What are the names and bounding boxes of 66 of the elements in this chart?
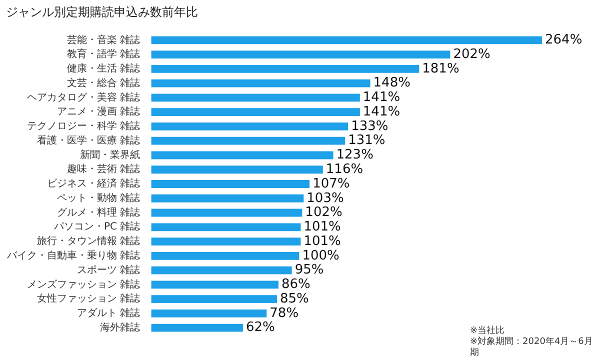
bar xyxy=(151,223,301,232)
data-label: 181% xyxy=(422,61,460,76)
bar xyxy=(151,252,300,260)
bar xyxy=(151,180,310,188)
data-label: 101% xyxy=(304,234,341,249)
data-label: 131% xyxy=(348,133,386,148)
bar xyxy=(151,208,302,217)
data-label: 123% xyxy=(336,148,374,163)
data-label: 78% xyxy=(270,306,299,321)
text: ※対象期間：2020年4月～6月期 xyxy=(470,337,594,359)
y-tick-label: パソコン・PC 雑誌 xyxy=(52,220,140,233)
y-tick-label: 健康・生活 雑誌 xyxy=(66,62,140,75)
bar xyxy=(151,122,348,130)
bar xyxy=(151,50,450,59)
y-tick-label: 女性ファッション 雑誌 xyxy=(36,292,140,305)
chart-title: ジャンル別定期購読申込み数前年比 xyxy=(6,4,198,21)
y-tick-label: 新聞・業界紙 xyxy=(80,148,140,161)
bar xyxy=(151,238,301,246)
data-label: 107% xyxy=(312,176,350,192)
y-tick-label: 趣味・芸術 雑誌 xyxy=(66,163,140,176)
data-label: 116% xyxy=(326,162,364,177)
bar xyxy=(151,309,267,318)
data-label: 86% xyxy=(281,277,310,292)
data-label: 264% xyxy=(545,32,582,48)
y-tick-label: 海外雑誌 xyxy=(100,321,140,334)
y-tick-label: 教育・語学 雑誌 xyxy=(66,48,140,60)
y-tick-label: テクノロジー・科学 雑誌 xyxy=(26,120,140,132)
bar xyxy=(151,108,360,116)
y-tick-label: アダルト 雑誌 xyxy=(76,307,140,320)
data-label: 148% xyxy=(373,76,410,91)
data-label: 62% xyxy=(246,320,275,336)
data-label: 133% xyxy=(351,118,388,134)
bar xyxy=(151,136,346,145)
y-tick-label: バイク・自動車・乗り物 雑誌 xyxy=(6,250,140,262)
bar xyxy=(151,151,334,160)
y-tick-label: 看護・医学・医療 雑誌 xyxy=(36,134,140,146)
data-label: 141% xyxy=(362,90,400,106)
data-label: 102% xyxy=(305,205,342,220)
bar xyxy=(151,166,323,174)
bar xyxy=(151,36,542,44)
data-label: 141% xyxy=(362,104,400,120)
bar xyxy=(151,295,278,304)
bar xyxy=(151,94,360,102)
y-tick-label: 文芸・総合 雑誌 xyxy=(66,76,140,89)
bar xyxy=(151,324,243,332)
bar xyxy=(151,194,304,202)
data-label: 95% xyxy=(294,262,324,278)
y-tick-label: スポーツ 雑誌 xyxy=(76,264,140,276)
data-label: 103% xyxy=(306,190,344,206)
bar xyxy=(151,65,420,73)
annotation: ※当社比 xyxy=(470,326,506,336)
data-label: 202% xyxy=(453,46,490,62)
y-tick-label: グルメ・料理 雑誌 xyxy=(56,206,140,218)
y-tick-label: 芸能・音楽 雑誌 xyxy=(66,34,140,46)
y-tick-label: 旅行・タウン情報 雑誌 xyxy=(36,235,140,248)
bar xyxy=(151,266,292,274)
y-tick-label: ペット・動物 雑誌 xyxy=(56,192,140,204)
y-tick-label: ヘアカタログ・美容 雑誌 xyxy=(26,91,140,104)
data-label: 85% xyxy=(280,291,309,306)
y-tick-label: アニメ・漫画 雑誌 xyxy=(56,106,140,118)
y-tick-label: メンズファッション 雑誌 xyxy=(26,278,140,290)
bar xyxy=(151,280,278,289)
data-label: 100% xyxy=(302,248,340,264)
data-label: 101% xyxy=(304,220,341,235)
bar xyxy=(151,79,370,88)
y-tick-label: ビジネス・経済 雑誌 xyxy=(46,178,140,190)
